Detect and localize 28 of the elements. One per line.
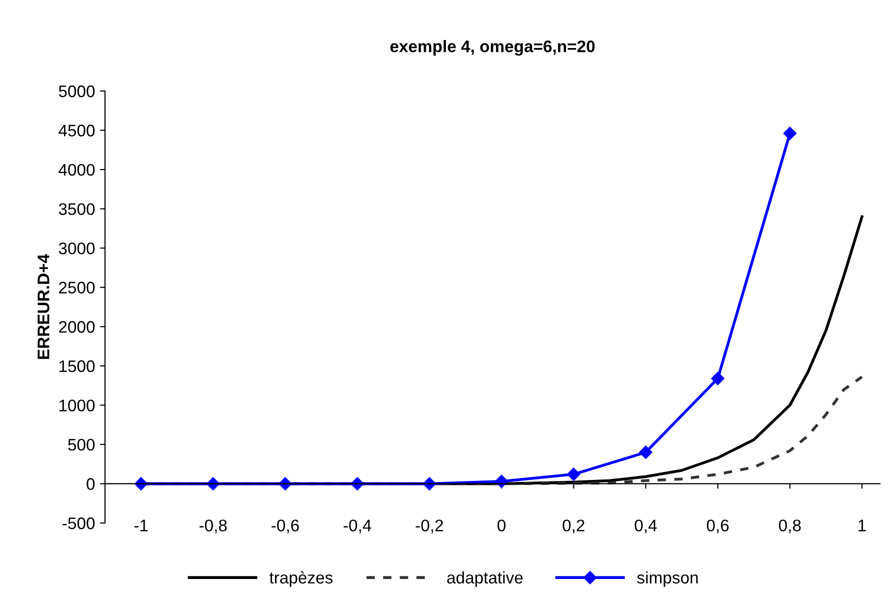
- x-tick-label: 0,2: [562, 520, 584, 534]
- y-tick-label: 4500: [58, 124, 95, 136]
- x-tick-label: 0,8: [778, 520, 801, 534]
- x-tick-label: -0,2: [416, 520, 443, 534]
- chart-title: exemple 4, omega=6,n=20: [390, 40, 595, 56]
- y-tick-label: 500: [68, 438, 95, 451]
- y-tick-label: 2000: [59, 321, 95, 333]
- y-tick-label: 2500: [59, 282, 95, 294]
- x-tick-label: 0,6: [706, 520, 729, 534]
- y-tick-label: 1500: [59, 360, 95, 372]
- y-axis-title: ERREUR.D+4: [38, 254, 50, 359]
- x-tick-label: -0,8: [200, 520, 227, 534]
- y-tick-label: 3500: [58, 203, 95, 216]
- x-tick-label: 0,4: [634, 520, 657, 534]
- x-tick-label: 1: [858, 520, 866, 532]
- y-tick-label: 3000: [58, 242, 95, 254]
- y-tick-label: 0: [86, 478, 95, 490]
- x-tick-label: 0: [498, 520, 506, 532]
- x-tick-label: -0,4: [344, 520, 372, 534]
- legend-label: adaptative: [447, 571, 523, 587]
- y-tick-label: 4000: [58, 164, 95, 176]
- y-tick-label: 1000: [59, 400, 95, 412]
- x-tick-label: -0,6: [272, 520, 299, 534]
- legend-label: simpson: [637, 571, 698, 587]
- y-tick-label: -500: [62, 517, 95, 530]
- x-tick-label: -1: [134, 520, 148, 532]
- legend-label: trapèzes: [269, 571, 333, 587]
- y-tick-label: 5000: [58, 85, 95, 98]
